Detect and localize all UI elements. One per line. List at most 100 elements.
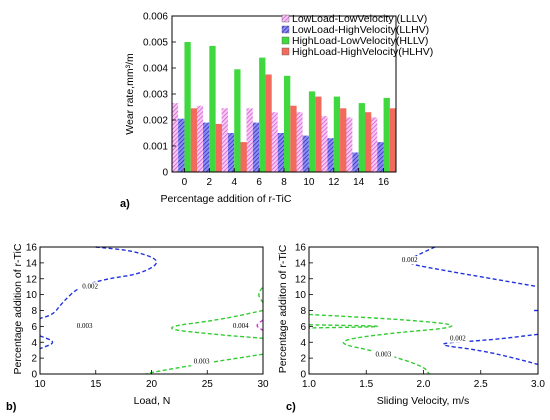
bar-hatch-blue-4 <box>227 133 235 172</box>
x-tick-label: 30 <box>257 379 269 390</box>
bar-hatch-blue-8 <box>277 133 284 172</box>
y-tick-label: 2 <box>300 354 306 365</box>
panel-label-a: a) <box>120 198 130 210</box>
y-tick-label: 16 <box>295 243 307 254</box>
bar-hatch-blue-6 <box>252 122 260 172</box>
bar-hatch-pink-10 <box>296 112 303 172</box>
y-tick-label: 4 <box>300 338 306 349</box>
bar-hatch-blue-10 <box>302 135 309 172</box>
legend-label: HighLoad-HighVelocity(HLHV) <box>292 46 433 58</box>
bar-solid-green-6 <box>259 57 266 172</box>
contour-lines: 0.002 0.002 0.003 <box>308 246 539 375</box>
x-axis-title: Sliding Velocity, m/s <box>377 395 470 407</box>
bar-hatch-blue-2 <box>203 122 210 172</box>
bar-solid-green-4 <box>234 69 241 172</box>
bar-hatch-pink-4 <box>221 108 228 172</box>
legend-label: HighLoad-LowVelocity(HLLV) <box>292 35 428 47</box>
bar-solid-red-12 <box>340 108 347 172</box>
contour-line-0-003-3 <box>145 353 264 375</box>
bar-solid-red-10 <box>315 96 322 172</box>
y-tick-label: 4 <box>31 338 37 349</box>
y-tick-label: 6 <box>300 322 306 333</box>
bar-series-group <box>171 42 397 172</box>
bar-solid-red-4 <box>240 142 247 172</box>
chart-legend: LowLoad-LowVelocity (LLLV)LowLoad-HighVe… <box>281 13 433 58</box>
bar-hatch-pink-6 <box>246 108 253 172</box>
bar-solid-red-14 <box>364 112 372 172</box>
bar-solid-green-14 <box>358 103 365 172</box>
bar-chart-axes: 0 0.001 0.002 0.003 0.004 0.005 0.006 0 2 4 6 8 10 12… <box>143 12 397 188</box>
y-axis-title: Percentage additon of r-TiC <box>277 244 289 373</box>
bar-solid-red-6 <box>265 74 272 172</box>
bar-hatch-pink-8 <box>271 112 278 172</box>
bar-solid-green-16 <box>383 97 390 172</box>
bar-solid-red-2 <box>215 123 222 172</box>
y-tick-label: 14 <box>295 258 307 269</box>
y-tick-label: 12 <box>26 274 38 285</box>
bar-solid-red-16 <box>389 108 397 172</box>
bar-solid-green-0 <box>184 42 191 172</box>
y-tick-label: 0 <box>162 168 168 179</box>
y-axis-title: Wear rate,mm³/m <box>124 53 136 135</box>
contour-label: 0.002 <box>450 335 466 343</box>
bar-hatch-blue-12 <box>327 138 334 172</box>
contour-label-bg <box>73 321 96 330</box>
y-tick-label: 10 <box>26 290 38 301</box>
y-tick-label: 0.002 <box>143 116 168 127</box>
y-tick-label: 0.003 <box>143 90 168 101</box>
bar-hatch-pink-14 <box>346 117 353 172</box>
bar-hatch-blue-14 <box>352 152 359 172</box>
legend-label: LowLoad-LowVelocity (LLLV) <box>292 13 427 25</box>
bar-hatch-blue-16 <box>377 142 384 172</box>
contour-axes-load: 0 2 4 6 8 10 12 14 16 10 15 20 25 30 <box>26 243 269 391</box>
y-tick-label: 0.005 <box>143 38 168 49</box>
bar-chart-wear-rate: 0 0.001 0.002 0.003 0.004 0.005 0.006 0 2 4 6 8 10 12… <box>120 12 433 211</box>
x-tick-label: 4 <box>231 177 237 188</box>
y-tick-label: 14 <box>26 258 38 269</box>
x-tick-label: 2 <box>207 177 213 188</box>
contour-label-bg <box>372 350 395 359</box>
contour-line-0-002-0 <box>407 246 539 288</box>
bar-solid-green-10 <box>308 91 316 172</box>
contour-label-bg <box>398 256 421 265</box>
y-tick-label: 10 <box>295 290 307 301</box>
bar-solid-red-8 <box>290 105 297 172</box>
contour-plot-load: 0.002 0.003 0.004 0.003 0 2 4 6 8 10 12 14 16 10 15 20… <box>6 243 269 414</box>
x-tick-label: 1.0 <box>302 379 316 390</box>
x-tick-label: 0 <box>182 177 188 188</box>
x-tick-label: 25 <box>202 379 214 390</box>
bar-hatch-pink-16 <box>370 117 378 172</box>
legend-label: LowLoad-HighVelocity(LLHV) <box>292 24 429 36</box>
contour-line-0-004-4 <box>256 319 264 331</box>
bar-hatch-blue-0 <box>178 118 185 172</box>
x-tick-label: 15 <box>90 379 102 390</box>
y-tick-label: 0.001 <box>143 142 168 153</box>
bar-solid-green-12 <box>333 96 341 172</box>
contour-label: 0.002 <box>402 256 418 264</box>
contour-line-0-003-3 <box>308 313 453 375</box>
y-axis-title: Percentage addition of r-TiC <box>12 243 24 374</box>
plot-frame <box>39 246 264 375</box>
y-tick-label: 12 <box>295 274 307 285</box>
x-tick-label: 16 <box>378 177 390 188</box>
y-tick-label: 0 <box>300 370 306 381</box>
y-tick-label: 16 <box>26 243 38 254</box>
y-tick-label: 2 <box>31 354 37 365</box>
contour-label-bg <box>446 334 469 343</box>
y-tick-label: 6 <box>31 322 37 333</box>
x-tick-label: 2.5 <box>474 379 488 390</box>
legend-swatch <box>281 47 290 56</box>
bar-solid-green-8 <box>284 75 291 172</box>
contour-label: 0.003 <box>376 351 392 359</box>
x-tick-label: 1.5 <box>359 379 373 390</box>
legend-swatch <box>281 36 290 45</box>
contour-axes-velocity: 0 2 4 6 8 10 12 14 16 1.0 1.5 2.0 2.5 3.0 <box>295 243 546 391</box>
contour-line-extra-4 <box>308 324 379 329</box>
panel-label-b: b) <box>6 401 17 413</box>
x-tick-label: 10 <box>303 177 315 188</box>
contour-plot-velocity: 0.002 0.002 0.003 0 2 4 6 8 10 12 14 16 1.0 1.5 2.0 2.… <box>277 243 545 414</box>
bar-hatch-pink-0 <box>171 103 179 172</box>
contour-label: 0.004 <box>233 322 249 330</box>
y-tick-label: 0.006 <box>143 12 168 23</box>
bar-hatch-pink-12 <box>321 116 328 172</box>
